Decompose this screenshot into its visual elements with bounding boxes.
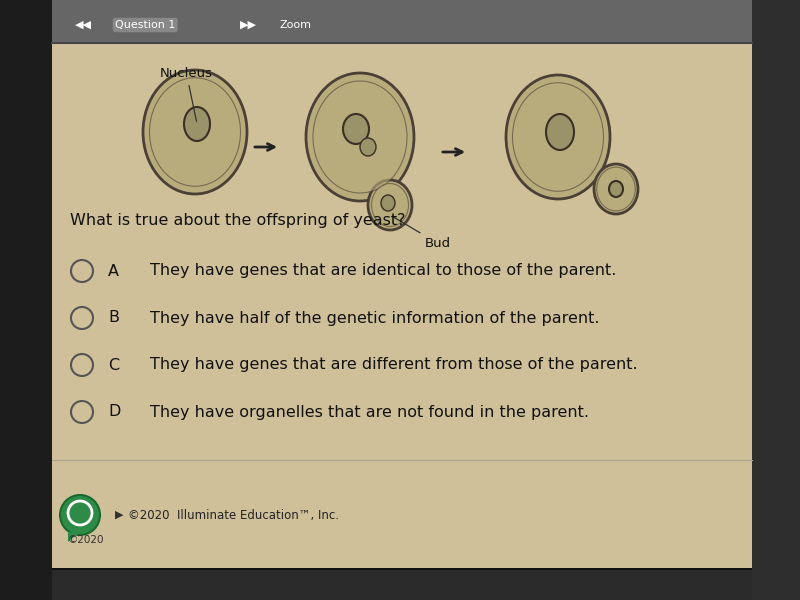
Ellipse shape xyxy=(506,75,610,199)
Text: D: D xyxy=(108,404,120,419)
Ellipse shape xyxy=(143,70,247,194)
FancyBboxPatch shape xyxy=(52,568,752,570)
Text: They have genes that are different from those of the parent.: They have genes that are different from … xyxy=(150,358,638,373)
Ellipse shape xyxy=(184,107,210,141)
Ellipse shape xyxy=(360,138,376,156)
Ellipse shape xyxy=(313,81,407,193)
Circle shape xyxy=(60,495,100,535)
Text: Zoom: Zoom xyxy=(280,20,312,30)
Text: C: C xyxy=(108,358,119,373)
Polygon shape xyxy=(68,532,80,542)
Text: They have genes that are identical to those of the parent.: They have genes that are identical to th… xyxy=(150,263,616,278)
Text: Question 1: Question 1 xyxy=(115,20,175,30)
Ellipse shape xyxy=(546,114,574,150)
Ellipse shape xyxy=(371,184,409,226)
Text: ▶: ▶ xyxy=(115,510,123,520)
Text: ▶▶: ▶▶ xyxy=(240,20,257,30)
FancyBboxPatch shape xyxy=(52,0,752,43)
Ellipse shape xyxy=(609,181,623,197)
FancyBboxPatch shape xyxy=(0,0,52,600)
Text: ©2020  Illuminate Education™, Inc.: ©2020 Illuminate Education™, Inc. xyxy=(128,509,339,521)
Text: ◀◀: ◀◀ xyxy=(75,20,92,30)
Text: What is true about the offspring of yeast?: What is true about the offspring of yeas… xyxy=(70,213,406,228)
Text: ©2020: ©2020 xyxy=(68,535,105,545)
Ellipse shape xyxy=(343,114,369,144)
Text: They have organelles that are not found in the parent.: They have organelles that are not found … xyxy=(150,404,589,419)
Ellipse shape xyxy=(594,164,638,214)
FancyBboxPatch shape xyxy=(752,0,800,600)
Text: Bud: Bud xyxy=(392,217,451,250)
Ellipse shape xyxy=(150,78,241,186)
Ellipse shape xyxy=(306,73,414,201)
Text: A: A xyxy=(108,263,119,278)
FancyBboxPatch shape xyxy=(52,43,752,570)
Text: B: B xyxy=(108,311,119,325)
Ellipse shape xyxy=(368,180,412,230)
Text: They have half of the genetic information of the parent.: They have half of the genetic informatio… xyxy=(150,311,599,325)
Ellipse shape xyxy=(597,167,635,211)
Text: Nucleus: Nucleus xyxy=(160,67,213,121)
Ellipse shape xyxy=(513,83,603,191)
Ellipse shape xyxy=(381,195,395,211)
